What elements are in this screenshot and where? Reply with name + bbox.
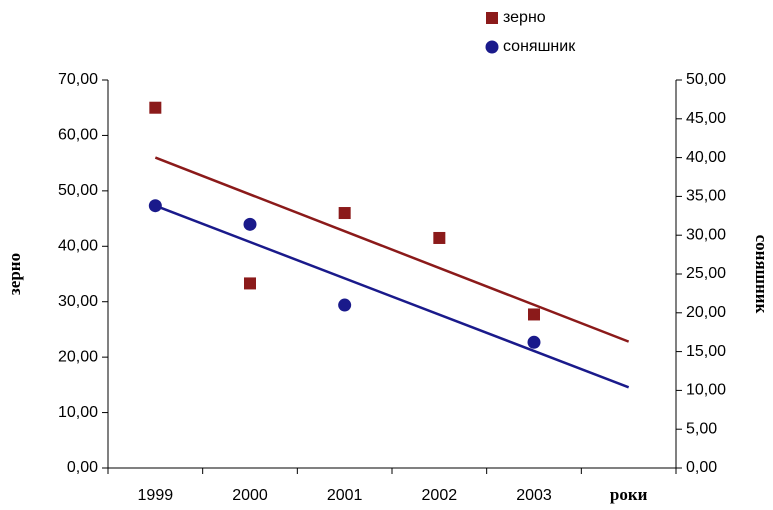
point xyxy=(338,298,352,312)
y-tick-label: 0,00 xyxy=(67,459,98,476)
x-axis-title: роки xyxy=(610,485,648,504)
trend-line xyxy=(154,156,630,343)
y2-tick-label: 15,00 xyxy=(686,343,726,360)
y-tick-label: 20,00 xyxy=(58,348,98,365)
y-tick-label: 70,00 xyxy=(58,71,98,88)
y2-tick-label: 50,00 xyxy=(686,71,726,88)
y-axis-title: зерно xyxy=(5,253,24,295)
y-tick-label: 60,00 xyxy=(58,127,98,144)
point xyxy=(148,199,162,213)
y-tick-label: 40,00 xyxy=(58,238,98,255)
y2-axis-title: соняшник xyxy=(752,235,771,314)
point xyxy=(433,231,446,244)
y2-tick-label: 0,00 xyxy=(686,459,717,476)
y2-tick-label: 5,00 xyxy=(686,420,717,437)
y2-tick-label: 25,00 xyxy=(686,265,726,282)
x-tick-label: 1999 xyxy=(138,487,174,504)
legend-label: соняшник xyxy=(503,38,576,55)
point xyxy=(527,335,541,349)
y-tick-label: 50,00 xyxy=(58,182,98,199)
point xyxy=(244,277,256,290)
point xyxy=(149,101,162,114)
x-tick-label: 2001 xyxy=(327,487,363,504)
legend-marker xyxy=(486,12,498,24)
y2-tick-label: 35,00 xyxy=(686,188,726,205)
x-tick-label: 2003 xyxy=(516,487,552,504)
x-tick-label: 2002 xyxy=(422,487,458,504)
point xyxy=(338,207,351,220)
trend-line xyxy=(154,204,630,389)
x-tick-label: 2000 xyxy=(232,487,268,504)
y2-tick-label: 45,00 xyxy=(686,110,726,127)
y2-tick-label: 30,00 xyxy=(686,226,726,243)
point xyxy=(528,308,540,321)
y2-tick-label: 40,00 xyxy=(686,149,726,166)
y-tick-label: 10,00 xyxy=(58,404,98,421)
point xyxy=(243,217,257,231)
y2-tick-label: 20,00 xyxy=(686,304,726,321)
legend-marker xyxy=(485,40,499,54)
y2-tick-label: 10,00 xyxy=(686,382,726,399)
legend-label: зерно xyxy=(503,9,546,26)
y-tick-label: 30,00 xyxy=(58,293,98,310)
